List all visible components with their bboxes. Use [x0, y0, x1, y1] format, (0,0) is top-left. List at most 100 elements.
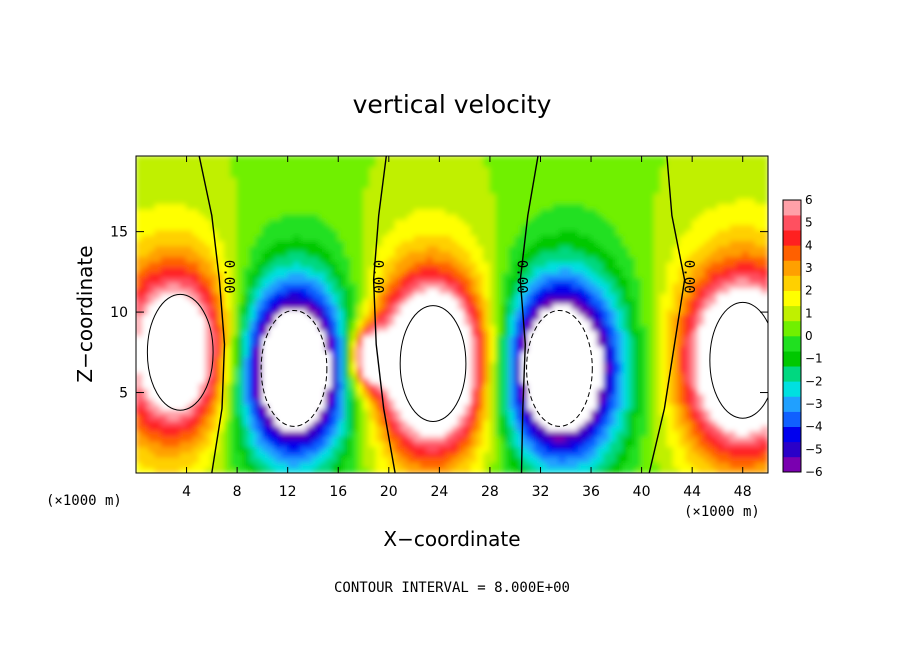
field-cell — [356, 382, 365, 389]
field-cell — [489, 240, 497, 247]
field-cell — [407, 461, 415, 469]
field-cell — [356, 240, 365, 247]
field-cell — [419, 224, 428, 231]
field-cell — [634, 419, 643, 426]
field-cell — [495, 287, 504, 294]
field-cell — [350, 361, 358, 368]
field-cell — [192, 440, 200, 448]
field-cell — [249, 356, 257, 363]
field-cell — [255, 377, 263, 384]
field-cell — [312, 314, 320, 321]
field-cell — [438, 430, 447, 437]
field-cell — [388, 197, 396, 205]
field-cell — [483, 271, 491, 279]
field-cell — [280, 350, 289, 358]
field-cell — [622, 282, 630, 289]
field-cell — [299, 213, 308, 220]
field-cell — [590, 250, 598, 257]
field-cell — [255, 387, 263, 395]
field-cell — [419, 203, 428, 210]
field-cell — [647, 424, 655, 432]
field-cell — [236, 461, 244, 469]
field-cell — [413, 387, 421, 395]
field-cell — [419, 277, 428, 284]
field-cell — [167, 403, 175, 411]
field-cell — [293, 424, 301, 432]
field-cell — [179, 166, 188, 173]
field-cell — [565, 467, 573, 473]
field-cell — [242, 424, 251, 432]
field-cell — [445, 181, 453, 189]
field-cell — [584, 203, 592, 210]
field-cell — [596, 271, 605, 279]
field-cell — [546, 440, 554, 448]
field-cell — [445, 229, 453, 236]
field-cell — [457, 282, 466, 289]
field-cell — [261, 197, 270, 205]
field-cell — [160, 435, 169, 442]
field-cell — [634, 213, 643, 220]
field-cell — [356, 361, 365, 368]
field-cell — [249, 403, 257, 411]
field-cell — [249, 213, 257, 220]
field-cell — [141, 292, 150, 300]
field-cell — [432, 250, 440, 257]
field-cell — [217, 419, 225, 426]
field-cell — [312, 440, 320, 448]
field-cell — [388, 213, 396, 220]
field-cell — [609, 250, 617, 257]
field-cell — [451, 424, 459, 432]
field-cell — [558, 414, 567, 421]
field-cell — [293, 308, 301, 315]
field-cell — [350, 292, 358, 300]
field-cell — [394, 156, 402, 162]
field-cell — [293, 224, 301, 231]
field-cell — [596, 377, 605, 384]
field-cell — [325, 208, 333, 215]
field-cell — [609, 261, 617, 268]
field-cell — [148, 298, 156, 305]
field-cell — [337, 213, 346, 220]
field-cell — [306, 451, 314, 458]
field-cell — [596, 356, 605, 363]
field-cell — [306, 156, 314, 162]
field-cell — [438, 324, 447, 331]
field-cell — [331, 308, 339, 315]
field-cell — [287, 203, 295, 210]
field-cell — [325, 245, 333, 252]
field-cell — [205, 409, 213, 416]
field-cell — [495, 382, 504, 389]
field-cell — [445, 308, 453, 315]
field-cell — [344, 218, 352, 226]
field-cell — [223, 314, 232, 321]
field-cell — [160, 414, 169, 421]
field-cell — [514, 435, 523, 442]
field-cell — [508, 271, 516, 279]
field-cell — [375, 271, 383, 279]
field-cell — [565, 292, 573, 300]
field-cell — [375, 424, 383, 432]
field-cell — [476, 224, 485, 231]
field-cell — [242, 229, 251, 236]
field-cell — [615, 208, 624, 215]
field-cell — [211, 440, 219, 448]
field-cell — [489, 261, 497, 268]
field-cell — [192, 461, 200, 469]
field-cell — [350, 403, 358, 411]
field-cell — [154, 308, 162, 315]
field-cell — [205, 419, 213, 426]
field-cell — [211, 171, 219, 178]
field-cell — [148, 171, 156, 178]
field-cell — [394, 197, 402, 205]
field-cell — [432, 197, 440, 205]
field-cell — [268, 350, 276, 358]
field-cell — [539, 250, 548, 257]
field-cell — [280, 377, 289, 384]
field-cell — [653, 266, 662, 273]
field-cell — [312, 229, 320, 236]
field-cell — [584, 324, 592, 331]
field-cell — [615, 356, 624, 363]
field-cell — [603, 387, 611, 395]
field-cell — [590, 456, 598, 463]
field-cell — [653, 218, 662, 226]
